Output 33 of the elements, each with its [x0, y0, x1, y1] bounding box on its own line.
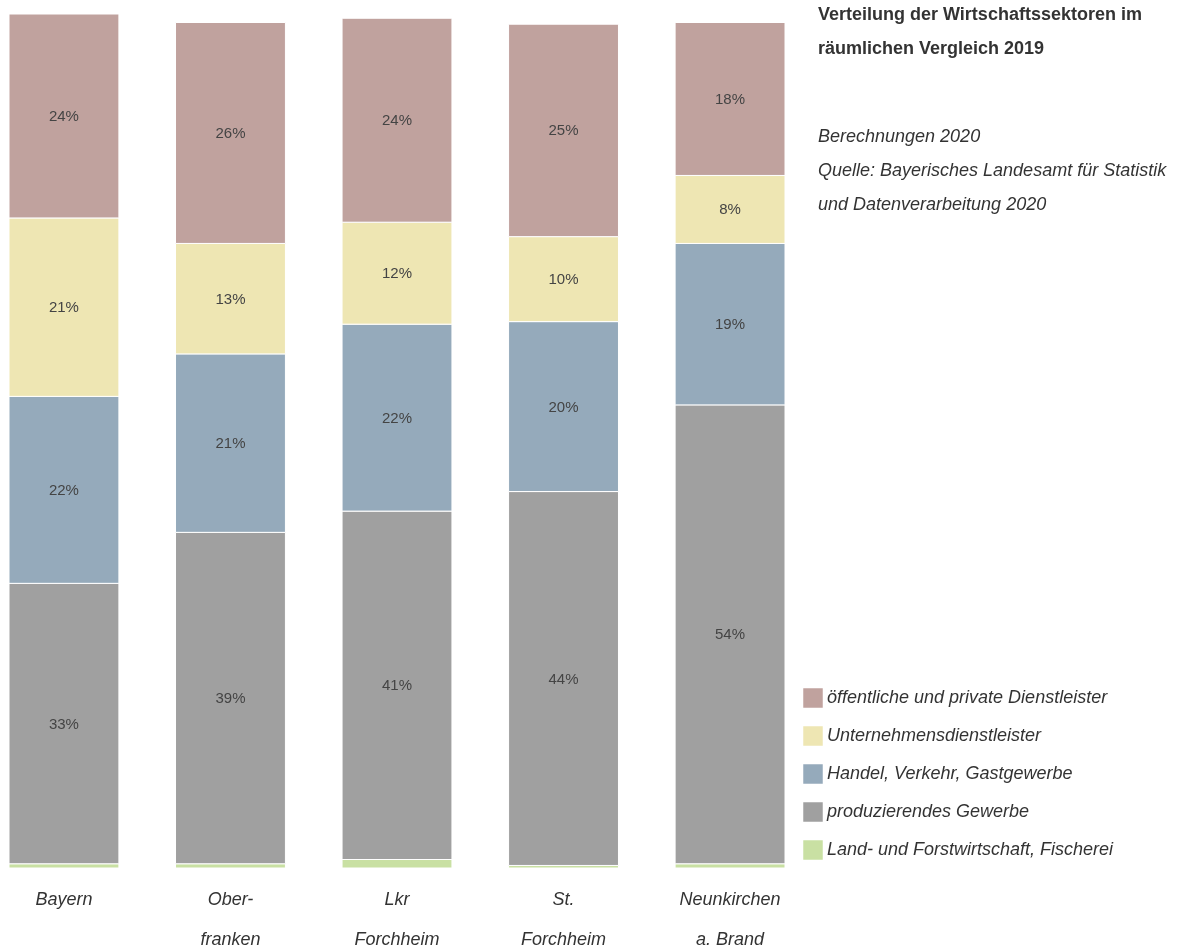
data-label: 26%	[215, 123, 246, 141]
data-label: 22%	[381, 408, 413, 426]
data-label: 33%	[48, 714, 79, 732]
data-label: 8%	[719, 200, 741, 218]
legend-label: Land- und Forstwirtschaft, Fischerei	[827, 839, 1115, 859]
legend-label: produzierendes Gewerbe	[826, 801, 1030, 821]
data-label: 39%	[215, 689, 246, 707]
data-label: 44%	[548, 669, 579, 687]
text: Berechnungen 2020	[818, 126, 981, 146]
legend-label: Unternehmensdienstleister	[827, 725, 1043, 745]
x-tick-label: Ober- franken	[200, 888, 261, 949]
data-label: 54%	[715, 625, 746, 643]
data-label: 21%	[48, 298, 79, 316]
legend-label: öffentliche und private Dienstleister	[827, 687, 1109, 707]
data-label: 10%	[548, 270, 579, 288]
source-note: Quelle: Bayerisches Landesamt für Statistik und Datenverarbeitung 2020	[818, 160, 1168, 214]
data-label: 18%	[715, 89, 746, 107]
x-tick-label: Lkr Forchheim	[354, 888, 440, 949]
x-tick-label: St. Forchheim	[521, 888, 607, 949]
data-label: 19%	[715, 315, 746, 333]
x-tick-label: Bayern	[35, 888, 93, 909]
data-label: 12%	[381, 264, 413, 282]
x-tick-label: Neunkirchen a. Brand	[679, 888, 781, 949]
text: Verteilung der Wirtschaftssektoren im räumlichen Vergleich 2019	[818, 4, 1142, 58]
data-label: 24%	[381, 111, 413, 129]
data-label: 21%	[215, 434, 246, 452]
data-label: 24%	[48, 106, 79, 124]
data-label: 25%	[548, 121, 579, 139]
data-label: 22%	[48, 480, 79, 498]
data-label: 20%	[548, 397, 579, 415]
data-label: 41%	[381, 676, 413, 694]
legend-label: Handel, Verkehr, Gastgewerbe	[827, 763, 1073, 783]
data-label: 13%	[215, 289, 246, 307]
